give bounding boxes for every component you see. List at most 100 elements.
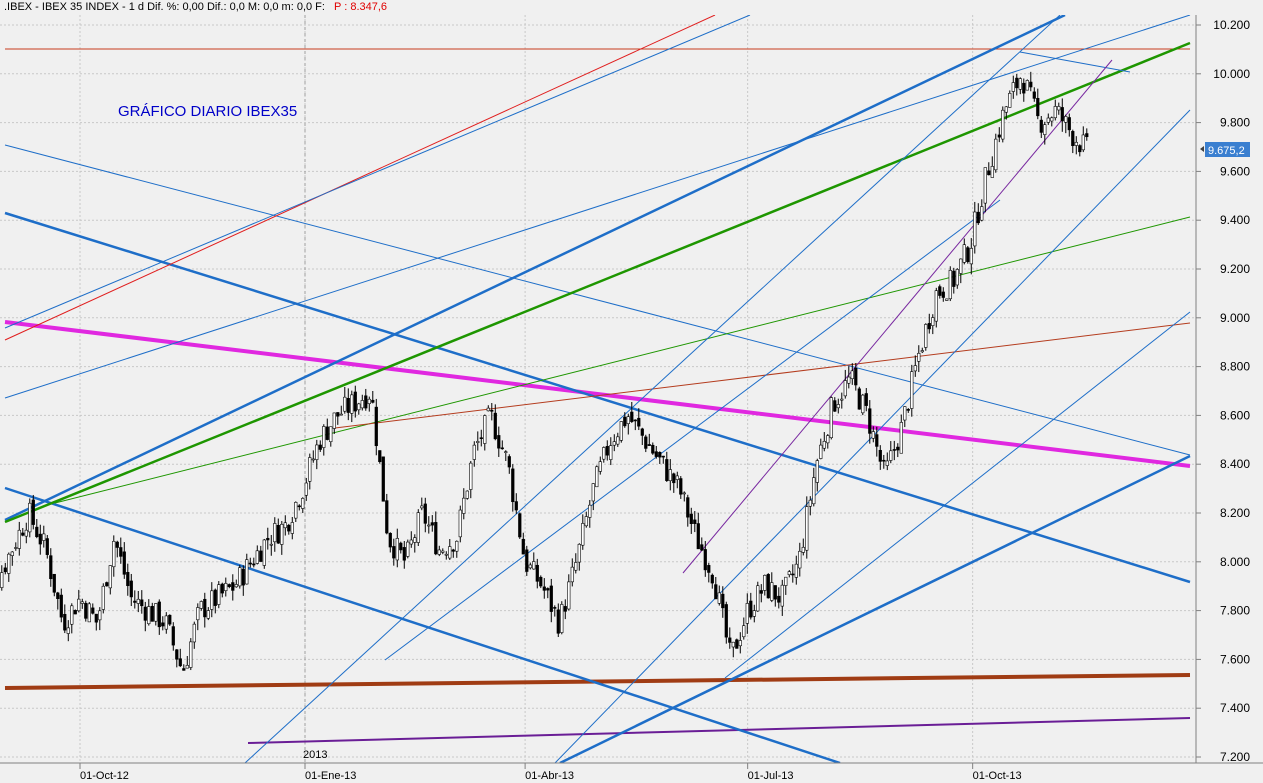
candle-body xyxy=(371,399,375,403)
candle-body xyxy=(889,450,893,461)
candle-body xyxy=(259,550,263,562)
candle-body xyxy=(553,607,557,609)
y-tick-label: 7.600 xyxy=(1220,652,1250,666)
candle-body xyxy=(430,522,434,526)
candle-body xyxy=(1060,107,1064,122)
candle-body xyxy=(108,565,112,589)
candle-body xyxy=(486,407,490,412)
candle-body xyxy=(854,367,858,386)
candle-body xyxy=(1064,116,1068,123)
trendline-blue-steep-1 xyxy=(244,15,1061,763)
candle-body xyxy=(871,431,875,439)
candle-body xyxy=(633,419,637,422)
candle-body xyxy=(451,549,455,552)
candle-body xyxy=(588,504,592,518)
candle-body xyxy=(416,512,420,543)
candle-body xyxy=(623,416,627,427)
candle-body xyxy=(885,460,889,466)
candle-body xyxy=(514,501,518,511)
trendline-blue-steep-2 xyxy=(384,199,1001,661)
candle-body xyxy=(696,523,700,550)
candle-body xyxy=(994,138,998,171)
candle-body xyxy=(882,459,886,462)
current-value-marker: 9.675,2 xyxy=(1200,142,1250,157)
candle-body xyxy=(332,412,336,429)
candle-body xyxy=(602,447,606,460)
candle-body xyxy=(945,298,949,301)
candle-body xyxy=(406,541,410,557)
candle-body xyxy=(1022,82,1026,94)
candle-body xyxy=(812,477,816,505)
candle-body xyxy=(567,581,571,610)
candle-body xyxy=(448,546,452,559)
candle-body xyxy=(826,435,830,444)
candle-body xyxy=(1081,134,1085,151)
candle-body xyxy=(290,522,294,534)
candle-body xyxy=(976,211,980,224)
candle-body xyxy=(185,665,189,669)
candle-body xyxy=(161,622,165,627)
y-tick-label: 7.400 xyxy=(1220,701,1250,715)
candle-body xyxy=(668,469,672,482)
candle-body xyxy=(24,529,28,537)
candle-body xyxy=(591,483,595,502)
candle-body xyxy=(241,568,245,586)
candle-body xyxy=(896,446,900,451)
candle-body xyxy=(717,592,721,604)
candle-body xyxy=(231,582,235,591)
candle-body xyxy=(819,444,823,459)
axes xyxy=(0,15,1263,764)
x-tick-label: 01-Oct-13 xyxy=(973,770,1022,782)
candle-body xyxy=(805,506,809,551)
candle-body xyxy=(7,553,11,574)
candle-body xyxy=(45,538,49,555)
candle-body xyxy=(959,258,963,274)
candle-body xyxy=(714,584,718,600)
candle-body xyxy=(14,547,18,549)
candle-body xyxy=(217,584,221,605)
candle-body xyxy=(640,428,644,436)
candle-body xyxy=(0,572,4,588)
candle-body xyxy=(672,473,676,484)
candle-body xyxy=(532,561,536,570)
candle-body xyxy=(507,456,511,468)
candle-body xyxy=(549,585,553,612)
candle-body xyxy=(399,542,403,551)
trendline-magenta xyxy=(4,320,1191,468)
candle-body xyxy=(283,522,287,529)
candle-body xyxy=(122,551,126,575)
x-tick-label: 01-Ene-13 xyxy=(305,770,356,782)
candle-body xyxy=(584,516,588,527)
x-tick-label: 01-Jul-13 xyxy=(748,770,794,782)
candle-body xyxy=(644,436,648,449)
candle-body xyxy=(472,444,476,460)
candle-body xyxy=(115,541,119,548)
candle-body xyxy=(329,426,333,443)
candle-body xyxy=(1001,109,1005,140)
trendline-purple-bottom xyxy=(247,717,1191,744)
candle-body xyxy=(476,441,480,443)
trendline-blue-short xyxy=(1019,51,1131,73)
candle-body xyxy=(458,509,462,538)
candle-body xyxy=(815,460,819,483)
candle-body xyxy=(738,640,742,647)
y-tick-label: 10.000 xyxy=(1213,67,1250,81)
trendline-desc-3 xyxy=(4,486,841,763)
candle-body xyxy=(969,248,973,265)
candle-body xyxy=(931,317,935,326)
trendline-blue-support-asc xyxy=(559,454,1191,763)
candle-body xyxy=(987,170,991,176)
year-marker: 2013 xyxy=(303,749,327,761)
candle-body xyxy=(479,437,483,439)
candle-body xyxy=(402,547,406,561)
candle-body xyxy=(980,206,984,221)
candle-body xyxy=(1036,97,1040,117)
candle-body xyxy=(651,444,655,454)
candle-body xyxy=(364,395,368,409)
candle-body xyxy=(101,585,105,610)
candle-body xyxy=(133,600,137,603)
candle-body xyxy=(56,592,60,600)
candle-body xyxy=(94,613,98,623)
grid xyxy=(0,15,1196,763)
